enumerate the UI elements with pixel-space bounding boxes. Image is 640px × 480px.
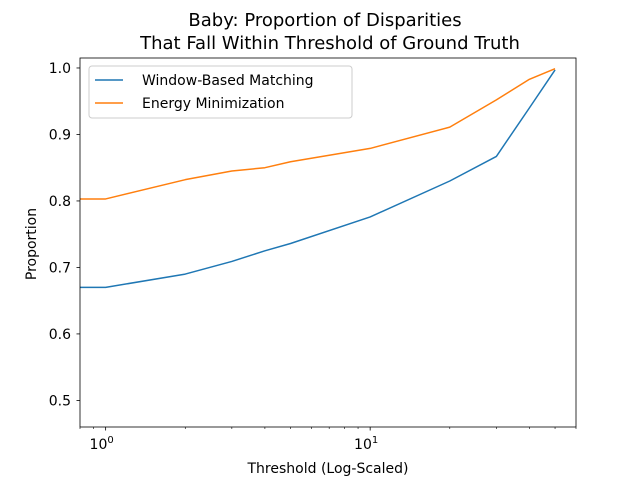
y-axis-label: Proportion (24, 208, 40, 280)
y-tick-label: 0.9 (49, 127, 71, 143)
legend-entry-label: Window-Based Matching (142, 73, 314, 89)
series-line-window-based-matching (80, 69, 556, 289)
legend-box (88, 65, 353, 119)
legend: Window-Based Matching Energy Minimization (88, 65, 353, 119)
y-tick-label: 0.5 (49, 393, 71, 409)
x-axis-label: Threshold (Log-Scaled) (247, 461, 409, 477)
y-tick-label: 0.6 (49, 327, 71, 343)
y-tick-label: 0.8 (49, 194, 71, 210)
legend-entry-label: Energy Minimization (142, 96, 284, 112)
y-tick-label: 0.7 (49, 260, 71, 276)
axes-frame (79, 57, 577, 428)
y-tick-label: 1.0 (49, 61, 71, 77)
chart-title-line-2: That Fall Within Threshold of Ground Tru… (139, 33, 520, 54)
x-tick-label: 100 (90, 435, 114, 453)
series-line-energy-minimization (80, 67, 556, 200)
x-tick-label: 101 (354, 435, 378, 453)
series-group (80, 67, 556, 289)
plot-area: 0.5 0.6 0.7 0.8 0.9 1.0 100 101 Window-Based Mat… (49, 57, 577, 453)
chart-title-line-1: Baby: Proportion of Disparities (188, 10, 461, 31)
